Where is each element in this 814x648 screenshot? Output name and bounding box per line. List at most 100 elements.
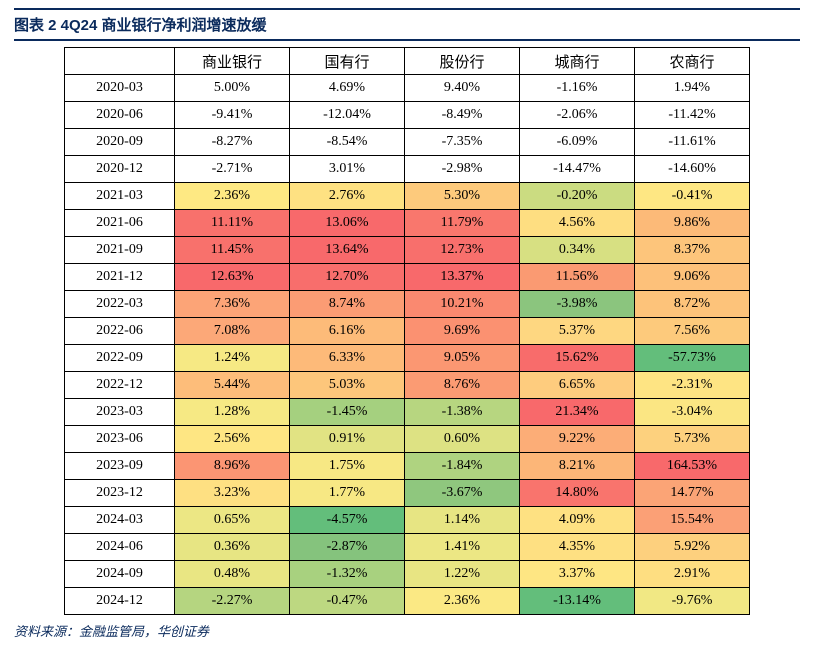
data-cell: 2.56% (175, 426, 290, 453)
data-cell: 4.69% (290, 75, 405, 102)
data-cell: 14.77% (635, 480, 750, 507)
data-cell: 14.80% (520, 480, 635, 507)
data-cell: 5.03% (290, 372, 405, 399)
date-cell: 2020-09 (65, 129, 175, 156)
table-row: 2024-12-2.27%-0.47%2.36%-13.14%-9.76% (65, 588, 750, 615)
data-cell: -8.49% (405, 102, 520, 129)
data-cell: 13.06% (290, 210, 405, 237)
data-cell: -13.14% (520, 588, 635, 615)
data-cell: 5.30% (405, 183, 520, 210)
data-cell: 10.21% (405, 291, 520, 318)
data-cell: -2.06% (520, 102, 635, 129)
data-cell: 1.24% (175, 345, 290, 372)
data-cell: -2.87% (290, 534, 405, 561)
data-cell: 9.40% (405, 75, 520, 102)
data-cell: 9.05% (405, 345, 520, 372)
data-cell: 4.56% (520, 210, 635, 237)
data-cell: -1.16% (520, 75, 635, 102)
date-cell: 2023-12 (65, 480, 175, 507)
date-cell: 2021-03 (65, 183, 175, 210)
table-row: 2023-098.96%1.75%-1.84%8.21%164.53% (65, 453, 750, 480)
data-cell: 3.37% (520, 561, 635, 588)
table-body: 2020-035.00%4.69%9.40%-1.16%1.94%2020-06… (65, 75, 750, 615)
data-cell: -0.20% (520, 183, 635, 210)
date-cell: 2022-03 (65, 291, 175, 318)
data-cell: 3.01% (290, 156, 405, 183)
data-cell: 12.70% (290, 264, 405, 291)
data-cell: 6.16% (290, 318, 405, 345)
table-row: 2022-067.08%6.16%9.69%5.37%7.56% (65, 318, 750, 345)
date-cell: 2024-12 (65, 588, 175, 615)
date-cell: 2024-06 (65, 534, 175, 561)
data-cell: -6.09% (520, 129, 635, 156)
table-row: 2022-125.44%5.03%8.76%6.65%-2.31% (65, 372, 750, 399)
table-row: 2023-031.28%-1.45%-1.38%21.34%-3.04% (65, 399, 750, 426)
data-cell: 11.79% (405, 210, 520, 237)
data-cell: 4.35% (520, 534, 635, 561)
data-cell: -2.71% (175, 156, 290, 183)
data-cell: -1.84% (405, 453, 520, 480)
table-header: 商业银行国有行股份行城商行农商行 (65, 48, 750, 75)
data-cell: 11.11% (175, 210, 290, 237)
data-cell: 13.64% (290, 237, 405, 264)
data-cell: 2.91% (635, 561, 750, 588)
data-cell: -2.27% (175, 588, 290, 615)
data-cell: -3.98% (520, 291, 635, 318)
data-cell: 2.76% (290, 183, 405, 210)
heatmap-table: 商业银行国有行股份行城商行农商行 2020-035.00%4.69%9.40%-… (64, 47, 750, 615)
date-cell: 2024-09 (65, 561, 175, 588)
data-cell: 9.86% (635, 210, 750, 237)
data-cell: 9.06% (635, 264, 750, 291)
date-cell: 2020-12 (65, 156, 175, 183)
data-cell: 8.76% (405, 372, 520, 399)
data-cell: 1.75% (290, 453, 405, 480)
data-cell: 0.65% (175, 507, 290, 534)
data-cell: 11.45% (175, 237, 290, 264)
data-cell: 1.77% (290, 480, 405, 507)
data-cell: 5.73% (635, 426, 750, 453)
data-cell: 5.44% (175, 372, 290, 399)
data-cell: -11.42% (635, 102, 750, 129)
data-cell: -2.98% (405, 156, 520, 183)
chart-container: 图表 2 4Q24 商业银行净利润增速放缓 商业银行国有行股份行城商行农商行 2… (0, 0, 814, 648)
column-header: 农商行 (635, 48, 750, 75)
date-cell: 2024-03 (65, 507, 175, 534)
table-row: 2021-032.36%2.76%5.30%-0.20%-0.41% (65, 183, 750, 210)
data-cell: 7.36% (175, 291, 290, 318)
data-cell: 4.09% (520, 507, 635, 534)
data-cell: 8.37% (635, 237, 750, 264)
table-row: 2020-12-2.71%3.01%-2.98%-14.47%-14.60% (65, 156, 750, 183)
date-cell: 2021-06 (65, 210, 175, 237)
date-cell: 2021-09 (65, 237, 175, 264)
data-cell: 8.96% (175, 453, 290, 480)
table-row: 2021-0911.45%13.64%12.73%0.34%8.37% (65, 237, 750, 264)
column-header: 股份行 (405, 48, 520, 75)
data-cell: 0.91% (290, 426, 405, 453)
data-cell: 13.37% (405, 264, 520, 291)
data-cell: -8.54% (290, 129, 405, 156)
data-cell: 2.36% (405, 588, 520, 615)
title-bar: 图表 2 4Q24 商业银行净利润增速放缓 (14, 8, 800, 41)
table-row: 2023-062.56%0.91%0.60%9.22%5.73% (65, 426, 750, 453)
data-cell: -1.32% (290, 561, 405, 588)
data-cell: 0.34% (520, 237, 635, 264)
data-cell: 8.74% (290, 291, 405, 318)
data-cell: -0.47% (290, 588, 405, 615)
table-row: 2024-030.65%-4.57%1.14%4.09%15.54% (65, 507, 750, 534)
data-cell: -2.31% (635, 372, 750, 399)
table-row: 2021-0611.11%13.06%11.79%4.56%9.86% (65, 210, 750, 237)
table-wrap: 商业银行国有行股份行城商行农商行 2020-035.00%4.69%9.40%-… (14, 41, 800, 615)
data-cell: -9.41% (175, 102, 290, 129)
data-cell: 12.63% (175, 264, 290, 291)
data-cell: 1.28% (175, 399, 290, 426)
column-header: 城商行 (520, 48, 635, 75)
data-cell: 21.34% (520, 399, 635, 426)
data-cell: -3.67% (405, 480, 520, 507)
data-cell: 5.00% (175, 75, 290, 102)
data-cell: -14.60% (635, 156, 750, 183)
data-cell: 3.23% (175, 480, 290, 507)
date-cell: 2022-09 (65, 345, 175, 372)
table-row: 2022-091.24%6.33%9.05%15.62%-57.73% (65, 345, 750, 372)
data-cell: 164.53% (635, 453, 750, 480)
data-cell: 7.08% (175, 318, 290, 345)
